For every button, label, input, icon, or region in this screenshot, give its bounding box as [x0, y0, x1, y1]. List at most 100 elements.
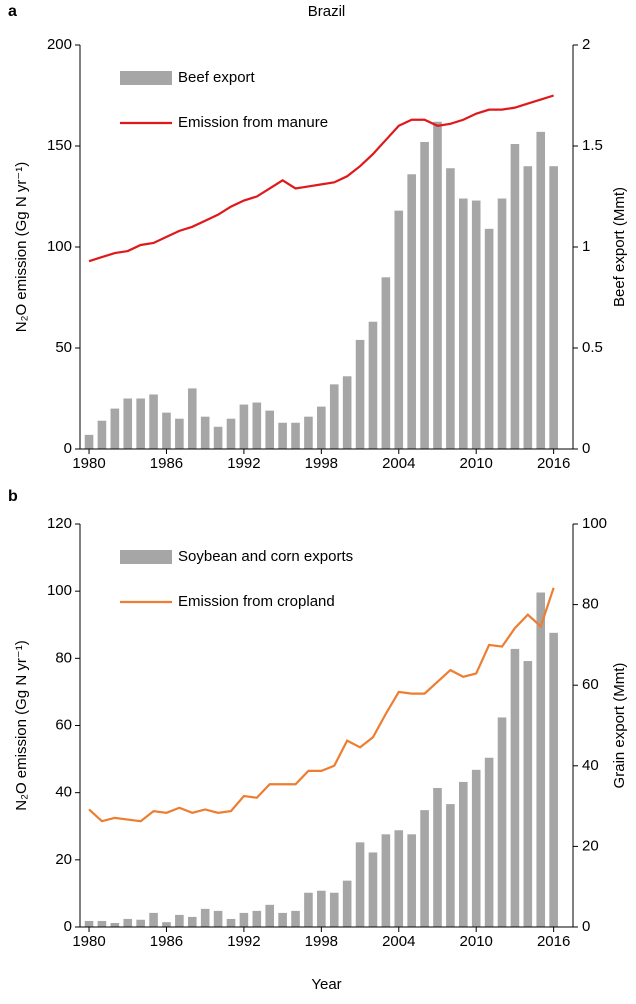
bar: [162, 412, 171, 449]
bar: [446, 168, 455, 449]
y2-tick-label: 0.5: [582, 339, 603, 356]
bar: [523, 661, 533, 927]
bar: [252, 402, 262, 449]
legend-swatch: [120, 71, 172, 85]
y-axis-label: N₂O emission (Gg N yr⁻¹): [13, 640, 30, 810]
y2-tick-label: 80: [582, 596, 599, 613]
bar: [84, 920, 94, 927]
bar: [149, 394, 158, 449]
bar: [368, 321, 378, 449]
bar: [110, 922, 120, 927]
x-tick-label: 1998: [305, 933, 338, 950]
x-axis-label: Year: [311, 976, 341, 993]
bar: [420, 141, 429, 449]
bar: [123, 918, 133, 927]
bar: [136, 398, 145, 449]
bar: [239, 912, 249, 927]
bar: [459, 198, 468, 449]
y2-tick-label: 100: [582, 515, 607, 532]
bar: [368, 852, 378, 927]
bar: [110, 408, 120, 449]
x-tick-label: 1986: [150, 933, 183, 950]
bar: [278, 912, 287, 927]
bar: [291, 910, 300, 927]
y-tick-label: 60: [55, 716, 72, 733]
x-tick-label: 2016: [537, 455, 570, 472]
bar: [123, 398, 133, 449]
bar: [329, 892, 339, 927]
bar: [200, 908, 210, 927]
y-tick-label: 200: [47, 36, 72, 53]
y-tick-label: 20: [55, 851, 72, 868]
bar: [342, 376, 352, 449]
bar: [239, 404, 249, 449]
y2-axis-label: Beef export (Mmt): [611, 187, 628, 307]
y2-tick-label: 40: [582, 757, 599, 774]
x-tick-label: 2010: [460, 933, 493, 950]
bar: [291, 422, 300, 449]
bar: [497, 717, 507, 927]
bar: [187, 916, 197, 927]
bar: [420, 810, 429, 927]
bar: [149, 912, 158, 927]
bar: [97, 920, 107, 927]
x-tick-label: 2004: [382, 455, 415, 472]
bar: [278, 422, 287, 449]
legend-label: Emission from manure: [178, 114, 328, 131]
bar: [355, 339, 365, 449]
bar: [252, 910, 262, 927]
y2-tick-label: 20: [582, 837, 599, 854]
bar: [317, 406, 326, 449]
y-tick-label: 80: [55, 649, 72, 666]
x-tick-label: 1998: [305, 455, 338, 472]
chart-title: Brazil: [308, 3, 346, 20]
y-tick-label: 100: [47, 582, 72, 599]
bar: [304, 892, 313, 927]
y-tick-label: 40: [55, 784, 72, 801]
bar: [407, 834, 416, 927]
bar: [265, 410, 275, 449]
bar: [213, 910, 223, 927]
bar: [175, 914, 184, 927]
x-tick-label: 1992: [227, 455, 260, 472]
bar: [187, 388, 197, 449]
bar: [484, 757, 494, 927]
y-tick-label: 0: [64, 918, 72, 935]
y-axis-label: N₂O emission (Gg N yr⁻¹): [13, 162, 30, 332]
bar: [329, 384, 339, 449]
bar: [226, 418, 236, 449]
bar: [226, 918, 236, 927]
bar: [381, 277, 391, 449]
bar: [433, 121, 442, 449]
bar: [446, 804, 455, 927]
bar: [304, 416, 313, 449]
bar: [510, 648, 520, 927]
bar: [84, 434, 94, 449]
bar: [175, 418, 184, 449]
panel-letter: a: [8, 3, 17, 20]
x-tick-label: 2016: [537, 933, 570, 950]
bar: [317, 890, 326, 927]
bar: [162, 922, 171, 927]
bar: [549, 632, 558, 927]
bar: [342, 880, 352, 927]
legend-label: Emission from cropland: [178, 593, 335, 610]
x-tick-label: 2004: [382, 933, 415, 950]
x-tick-label: 1980: [72, 933, 105, 950]
x-tick-label: 1986: [150, 455, 183, 472]
bar: [549, 166, 558, 449]
bar: [510, 143, 520, 450]
line: [88, 94, 554, 263]
bar: [355, 842, 365, 927]
bar: [536, 592, 546, 927]
bar: [265, 904, 275, 927]
y2-tick-label: 1: [582, 238, 590, 255]
legend-label: Beef export: [178, 69, 256, 86]
panel-letter: b: [8, 488, 18, 505]
bar: [136, 919, 145, 927]
bar: [484, 228, 494, 449]
bar: [394, 830, 404, 927]
x-tick-label: 1980: [72, 455, 105, 472]
